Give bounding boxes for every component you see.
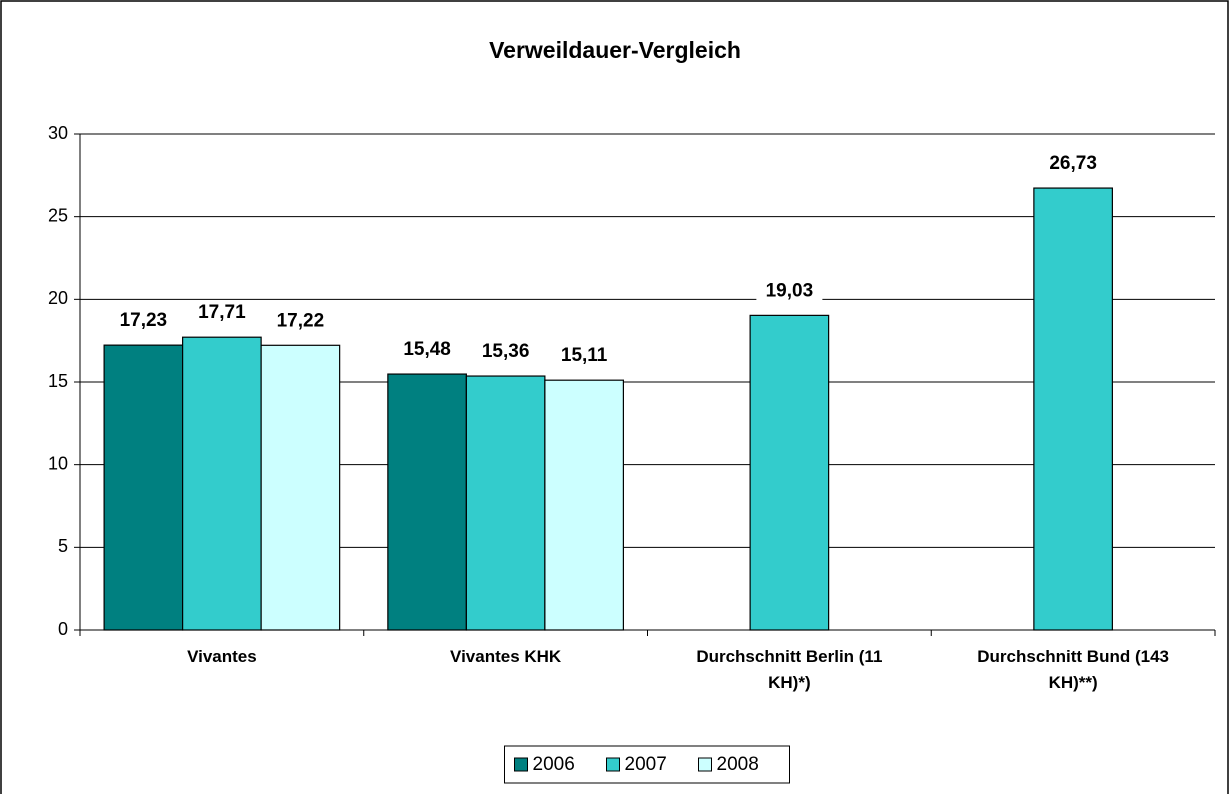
bar: [387, 373, 467, 631]
bar: [103, 344, 184, 631]
x-tick-label: Durchschnitt Bund (143 KH)**): [977, 647, 1169, 692]
legend-swatch: [606, 757, 620, 772]
bar: [465, 375, 546, 631]
value-label: 17,23: [120, 310, 168, 331]
y-tick-label: 0: [58, 619, 68, 639]
value-label-bg: [1040, 152, 1107, 177]
y-tick-label: 10: [48, 453, 68, 473]
bar: [1033, 187, 1113, 631]
x-tick-label: Vivantes: [187, 647, 257, 666]
value-label: 15,48: [403, 339, 451, 360]
value-label-bg: [551, 344, 618, 369]
value-label-bg: [267, 309, 334, 334]
bar: [182, 336, 262, 631]
value-label: 19,03: [766, 280, 814, 301]
bar: [260, 344, 341, 631]
y-tick-label: 15: [48, 371, 68, 391]
value-label-bg: [756, 279, 823, 304]
bar: [544, 379, 624, 631]
y-tick-label: 30: [48, 123, 68, 143]
legend-swatch: [514, 757, 528, 772]
value-label-bg: [472, 340, 539, 365]
legend-label: 2006: [533, 754, 575, 775]
value-label: 17,71: [198, 302, 246, 323]
value-label: 15,36: [482, 341, 530, 362]
value-label: 26,73: [1049, 153, 1097, 174]
legend-box: [504, 745, 790, 784]
value-label: 17,22: [277, 310, 325, 331]
value-label-bg: [188, 301, 255, 326]
x-tick-label: Durchschnitt Berlin (11 KH)*): [696, 647, 883, 692]
legend-swatch: [698, 757, 712, 772]
y-tick-label: 20: [48, 288, 68, 308]
y-tick-label: 25: [48, 205, 68, 225]
value-label: 15,11: [561, 345, 608, 366]
legend-label: 2008: [717, 754, 759, 775]
y-tick-label: 5: [58, 536, 68, 556]
value-label-bg: [110, 309, 177, 334]
x-tick-label: Vivantes KHK: [450, 647, 562, 666]
legend-label: 2007: [625, 754, 667, 775]
chart-title: Verweildauer-Vergleich: [489, 37, 741, 63]
value-label-bg: [394, 338, 461, 363]
bar: [749, 314, 830, 631]
